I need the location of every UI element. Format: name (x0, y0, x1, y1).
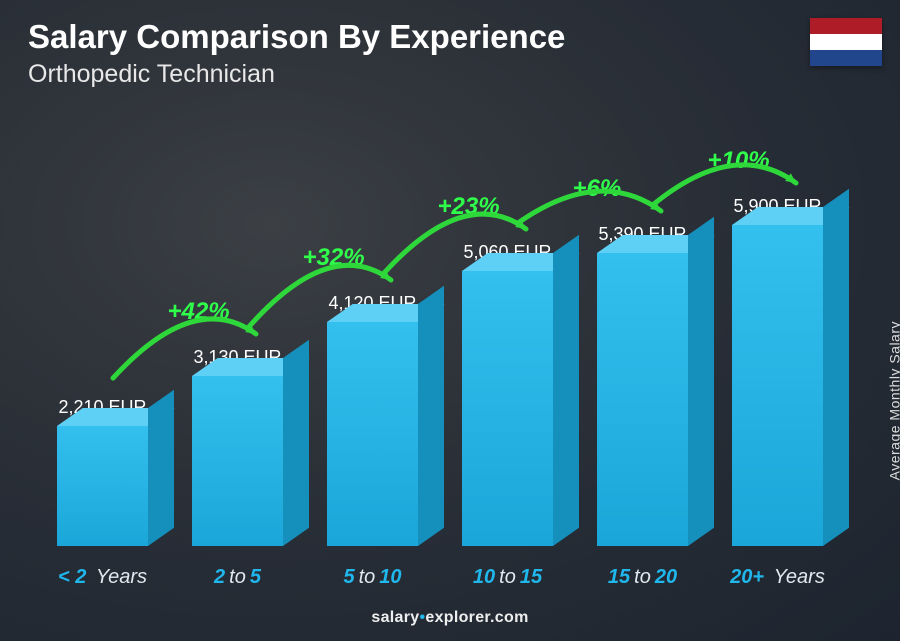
growth-label: +23% (438, 193, 500, 221)
growth-label: +42% (168, 298, 230, 326)
bar-slot: 4,120 EUR (305, 100, 440, 546)
growth-label: +6% (573, 175, 622, 203)
x-tick: 2to5 (170, 566, 305, 589)
growth-label: +32% (303, 244, 365, 272)
page-title: Salary Comparison By Experience (28, 18, 565, 56)
bar-wrap: 2,210 EUR (35, 397, 170, 546)
bar-wrap: 5,900 EUR (710, 196, 845, 546)
bar (732, 225, 824, 546)
netherlands-flag-icon (810, 18, 882, 66)
footer-brand-left: salary (371, 609, 419, 626)
bar-wrap: 5,060 EUR (440, 242, 575, 546)
x-tick: 5to10 (305, 566, 440, 589)
footer-watermark: salary•explorer.com (0, 609, 900, 627)
bar (192, 376, 284, 546)
bar (327, 322, 419, 546)
infographic-canvas: Salary Comparison By Experience Orthoped… (0, 0, 900, 641)
x-axis: < 2 Years2to55to1010to1515to2020+ Years (35, 566, 845, 589)
y-axis-label: Average Monthly Salary (886, 321, 900, 480)
x-tick: < 2 Years (35, 566, 170, 589)
x-tick: 15to20 (575, 566, 710, 589)
bar-slot: 2,210 EUR (35, 100, 170, 546)
footer-tld: .com (490, 609, 529, 626)
bar-wrap: 5,390 EUR (575, 224, 710, 546)
footer-brand-right: explorer (425, 609, 490, 626)
page-subtitle: Orthopedic Technician (28, 60, 275, 89)
bar (597, 253, 689, 546)
bar-wrap: 4,120 EUR (305, 293, 440, 546)
growth-label: +10% (708, 147, 770, 175)
flag-stripe-mid (810, 34, 882, 50)
x-tick: 10to15 (440, 566, 575, 589)
bar-slot: 5,390 EUR (575, 100, 710, 546)
bar (462, 271, 554, 546)
bar-slot: 5,060 EUR (440, 100, 575, 546)
bar (57, 426, 149, 546)
x-tick: 20+ Years (710, 566, 845, 589)
bar-wrap: 3,130 EUR (170, 347, 305, 546)
flag-stripe-top (810, 18, 882, 34)
flag-stripe-bot (810, 50, 882, 66)
